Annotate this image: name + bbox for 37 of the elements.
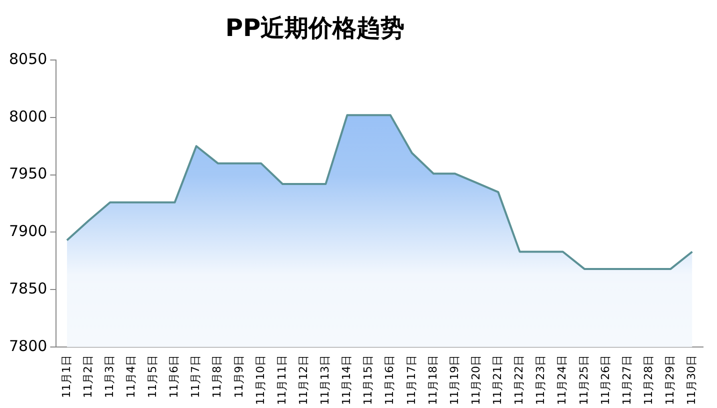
x-tick-label: 11月10日 <box>254 355 267 406</box>
x-tick-label: 11月15日 <box>362 355 375 406</box>
x-tick-label: 11月22日 <box>512 355 526 406</box>
x-tick-label: 11月5日 <box>146 355 160 398</box>
x-tick-label: 11月3日 <box>102 355 116 398</box>
y-tick-label: 8050 <box>8 50 48 68</box>
x-tick-label: 11月18日 <box>426 355 440 406</box>
y-tick-label: 7900 <box>8 222 48 240</box>
x-tick-label: 11月24日 <box>556 355 569 406</box>
x-tick-label: 11月12日 <box>296 355 310 406</box>
x-tick-label: 11月11日 <box>275 355 288 406</box>
y-tick-label: 7800 <box>8 336 48 355</box>
x-tick-label: 11月9日 <box>232 355 246 398</box>
x-tick-label: 11月30日 <box>685 355 698 406</box>
x-tick-label: 11月2日 <box>81 355 94 398</box>
x-tick-label: 11月29日 <box>664 355 677 406</box>
x-tick-label: 11月25日 <box>577 355 590 406</box>
x-tick-label: 11月17日 <box>404 355 418 406</box>
x-tick-label: 11月6日 <box>168 355 181 398</box>
x-tick-label: 11月23日 <box>534 355 548 406</box>
x-tick-label: 11月21日 <box>491 355 504 406</box>
x-tick-label: 11月13日 <box>318 355 332 406</box>
x-tick-label: 11月20日 <box>469 355 482 406</box>
y-tick-label: 7850 <box>8 279 48 298</box>
chart-title: PP近期价格趋势 <box>224 13 406 44</box>
x-tick-label: 11月7日 <box>189 355 202 398</box>
y-tick-label: 7950 <box>8 164 48 183</box>
x-tick-label: 11月28日 <box>642 355 655 406</box>
x-tick-label: 11月1日 <box>60 355 73 398</box>
x-tick-label: 11月8日 <box>210 355 224 398</box>
x-tick-label: 11月16日 <box>383 355 396 406</box>
x-tick-label: 11月27日 <box>620 355 634 406</box>
x-tick-label: 11月4日 <box>124 355 138 398</box>
x-tick-label: 11月14日 <box>340 355 354 406</box>
x-tick-label: 11月19日 <box>448 355 461 406</box>
x-tick-label: 11月26日 <box>598 355 612 406</box>
y-tick-label: 8000 <box>8 107 48 126</box>
